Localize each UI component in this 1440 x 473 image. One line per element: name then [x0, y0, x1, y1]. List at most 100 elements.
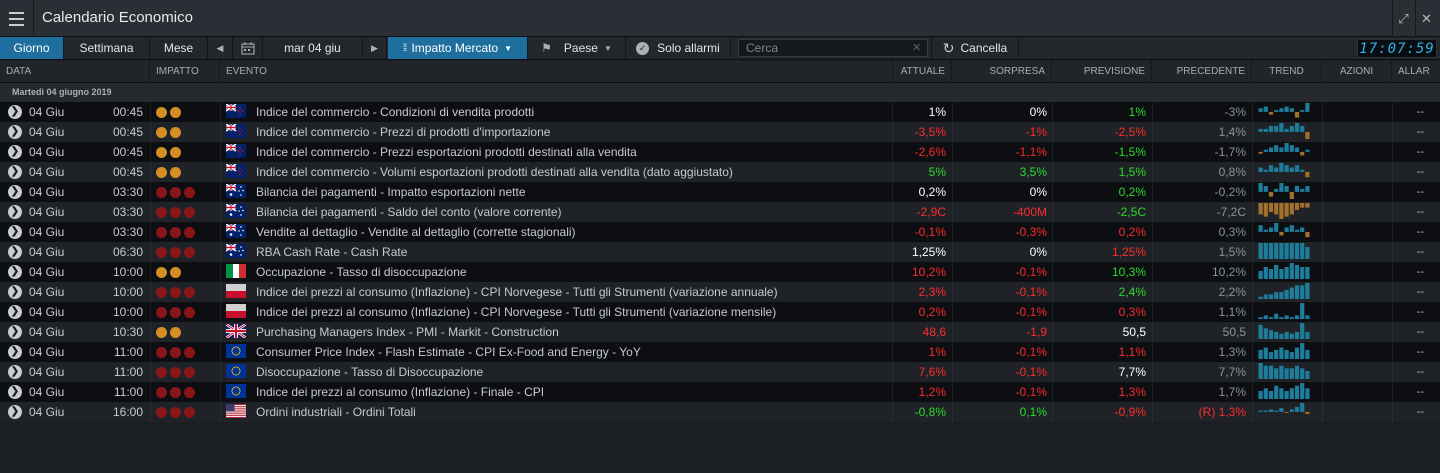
calendar-icon[interactable] [233, 37, 263, 59]
event-name[interactable]: Occupazione - Tasso di disoccupazione [256, 265, 467, 279]
alarm-cell[interactable]: -- [1416, 246, 1424, 258]
event-name[interactable]: Indice del commercio - Volumi esportazio… [256, 165, 733, 179]
expand-row-icon[interactable]: ❯ [8, 245, 22, 259]
table-row[interactable]: ❯ 04 Giu 16:00 Ordini industriali - Ordi… [0, 402, 1440, 422]
expand-row-icon[interactable]: ❯ [8, 305, 22, 319]
alarm-cell[interactable]: -- [1416, 166, 1424, 178]
event-name[interactable]: Indice dei prezzi al consumo (Inflazione… [256, 305, 777, 319]
alarm-cell[interactable]: -- [1416, 206, 1424, 218]
table-row[interactable]: ❯ 04 Giu 10:00 Indice dei prezzi al cons… [0, 302, 1440, 322]
impact-dot [156, 207, 167, 218]
view-week-button[interactable]: Settimana [64, 37, 150, 59]
event-name[interactable]: Indice del commercio - Condizioni di ven… [256, 105, 535, 119]
alarm-cell[interactable]: -- [1416, 146, 1424, 158]
expand-row-icon[interactable]: ❯ [8, 405, 22, 419]
event-name[interactable]: Bilancia dei pagamenti - Saldo del conto… [256, 205, 562, 219]
date-picker[interactable]: mar 04 giu [263, 37, 363, 59]
alarm-cell[interactable]: -- [1416, 106, 1424, 118]
table-row[interactable]: ❯ 04 Giu 10:00 Indice dei prezzi al cons… [0, 282, 1440, 302]
event-name[interactable]: Purchasing Managers Index - PMI - Markit… [256, 325, 559, 339]
table-row[interactable]: ❯ 04 Giu 11:00 Indice dei prezzi al cons… [0, 382, 1440, 402]
view-month-button[interactable]: Mese [150, 37, 208, 59]
table-row[interactable]: ❯ 04 Giu 10:30 Purchasing Managers Index… [0, 322, 1440, 342]
trend-bar [1258, 108, 1263, 112]
cancel-button[interactable]: ↻ Cancella [931, 37, 1019, 59]
search-input[interactable] [738, 39, 928, 57]
event-name[interactable]: Ordini industriali - Ordini Totali [256, 405, 416, 419]
table-row[interactable]: ❯ 04 Giu 10:00 Occupazione - Tasso di di… [0, 262, 1440, 282]
table-row[interactable]: ❯ 04 Giu 03:30 Bilancia dei pagamenti - … [0, 202, 1440, 222]
trend-bar [1279, 203, 1284, 219]
column-header-date[interactable]: DATA [0, 61, 150, 83]
alarm-cell[interactable]: -- [1416, 186, 1424, 198]
expand-row-icon[interactable]: ❯ [8, 125, 22, 139]
table-row[interactable]: ❯ 04 Giu 00:45 Indice del commercio - Vo… [0, 162, 1440, 182]
column-header-actions[interactable]: AZIONI [1322, 61, 1392, 83]
impact-filter-dropdown[interactable]: ⁞⁞ Impatto Mercato [388, 37, 528, 59]
table-row[interactable]: ❯ 04 Giu 11:00 Consumer Price Index - Fl… [0, 342, 1440, 362]
event-name[interactable]: Indice dei prezzi al consumo (Inflazione… [256, 285, 778, 299]
chevron-left-icon[interactable]: ◀ [208, 37, 233, 59]
event-name[interactable]: Vendite al dettaglio - Vendite al dettag… [256, 225, 576, 239]
event-name[interactable]: Bilancia dei pagamenti - Impatto esporta… [256, 185, 526, 199]
column-header-forecast[interactable]: PREVISIONE [1052, 61, 1152, 83]
column-header-event[interactable]: EVENTO [220, 61, 952, 83]
event-date: 04 Giu [29, 225, 65, 239]
expand-row-icon[interactable]: ❯ [8, 105, 22, 119]
expand-row-icon[interactable]: ❯ [8, 185, 22, 199]
expand-row-icon[interactable]: ❯ [8, 385, 22, 399]
country-filter-dropdown[interactable]: ⚑ Paese [528, 37, 626, 59]
column-header-surprise[interactable]: SORPRESA [952, 61, 1052, 83]
impact-indicator [156, 202, 216, 222]
column-header-trend[interactable]: TREND [1252, 61, 1322, 83]
expand-row-icon[interactable]: ❯ [8, 265, 22, 279]
impact-dot [170, 227, 181, 238]
trend-chart [1258, 103, 1310, 118]
alarm-cell[interactable]: -- [1416, 226, 1424, 238]
clear-search-icon[interactable]: ✕ [912, 42, 922, 54]
table-row[interactable]: ❯ 04 Giu 06:30 RBA Cash Rate - Cash Rate… [0, 242, 1440, 262]
expand-row-icon[interactable]: ❯ [8, 325, 22, 339]
event-name[interactable]: Consumer Price Index - Flash Estimate - … [256, 345, 641, 359]
event-name[interactable]: Indice del commercio - Prezzi di prodott… [256, 125, 551, 139]
hamburger-menu-icon[interactable] [0, 0, 34, 37]
expand-row-icon[interactable]: ❯ [8, 345, 22, 359]
impact-dot [184, 247, 195, 258]
table-row[interactable]: ❯ 04 Giu 03:30 Vendite al dettaglio - Ve… [0, 222, 1440, 242]
alarm-cell[interactable]: -- [1416, 406, 1424, 418]
alarm-cell[interactable]: -- [1416, 386, 1424, 398]
expand-row-icon[interactable]: ❯ [8, 165, 22, 179]
event-name[interactable]: Indice dei prezzi al consumo (Inflazione… [256, 385, 545, 399]
column-header-actual[interactable]: ATTUALE [892, 61, 952, 83]
alarm-cell[interactable]: -- [1416, 286, 1424, 298]
alarm-cell[interactable]: -- [1416, 366, 1424, 378]
table-row[interactable]: ❯ 04 Giu 00:45 Indice del commercio - Pr… [0, 142, 1440, 162]
alarm-cell[interactable]: -- [1416, 306, 1424, 318]
expand-row-icon[interactable]: ❯ [8, 285, 22, 299]
event-name[interactable]: RBA Cash Rate - Cash Rate [256, 245, 408, 259]
expand-icon[interactable]: ⤢ [1392, 0, 1414, 37]
event-name[interactable]: Indice del commercio - Prezzi esportazio… [256, 145, 637, 159]
chevron-right-icon[interactable]: ▶ [363, 37, 387, 59]
table-row[interactable]: ❯ 04 Giu 00:45 Indice del commercio - Co… [0, 102, 1440, 122]
table-row[interactable]: ❯ 04 Giu 11:00 Disoccupazione - Tasso di… [0, 362, 1440, 382]
column-header-previous[interactable]: PRECEDENTE [1152, 61, 1252, 83]
view-day-button[interactable]: Giorno [0, 37, 64, 59]
trend-bar [1284, 186, 1289, 192]
trend-bar [1284, 227, 1289, 232]
expand-row-icon[interactable]: ❯ [8, 225, 22, 239]
alarm-cell[interactable]: -- [1416, 126, 1424, 138]
table-row[interactable]: ❯ 04 Giu 00:45 Indice del commercio - Pr… [0, 122, 1440, 142]
expand-row-icon[interactable]: ❯ [8, 145, 22, 159]
column-header-impact[interactable]: IMPATTO [150, 61, 220, 83]
column-header-alarms[interactable]: ALLAR [1398, 66, 1430, 77]
alarms-only-toggle[interactable]: ✓ Solo allarmi [626, 37, 731, 59]
table-row[interactable]: ❯ 04 Giu 03:30 Bilancia dei pagamenti - … [0, 182, 1440, 202]
alarm-cell[interactable]: -- [1416, 346, 1424, 358]
expand-row-icon[interactable]: ❯ [8, 205, 22, 219]
expand-row-icon[interactable]: ❯ [8, 365, 22, 379]
event-name[interactable]: Disoccupazione - Tasso di Disoccupazione [256, 365, 484, 379]
alarm-cell[interactable]: -- [1416, 326, 1424, 338]
close-icon[interactable]: ✕ [1415, 0, 1437, 37]
alarm-cell[interactable]: -- [1416, 266, 1424, 278]
